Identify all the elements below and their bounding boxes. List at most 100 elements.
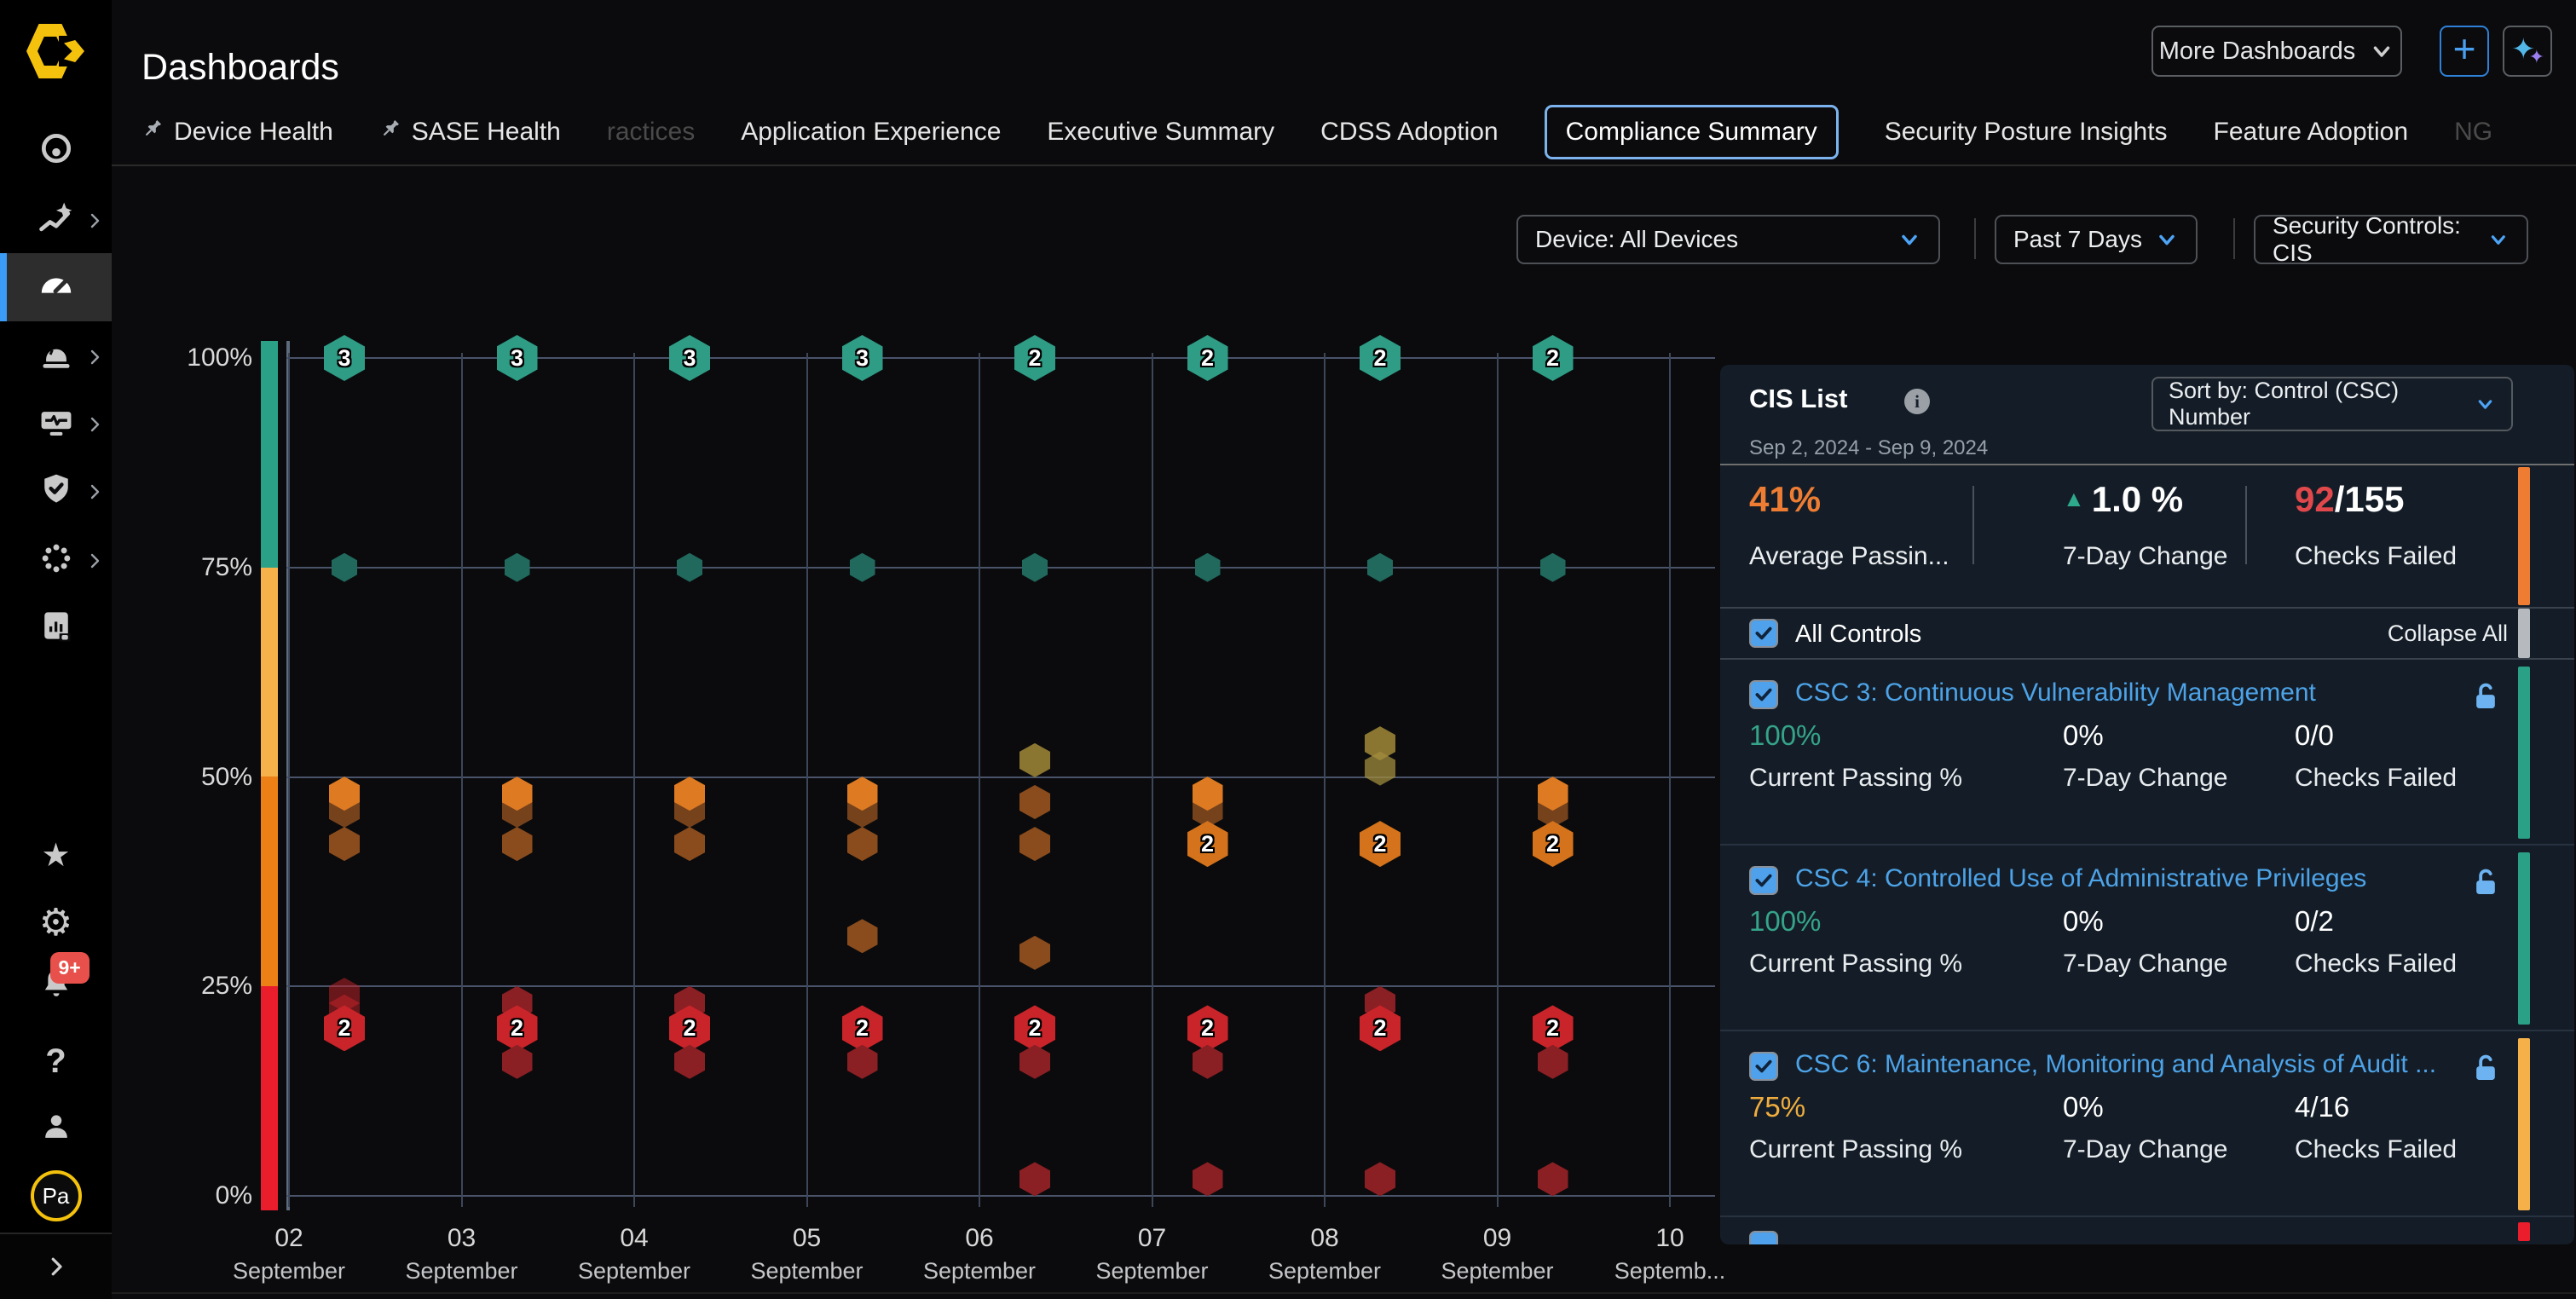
hexagon-datapoint[interactable] bbox=[1194, 552, 1221, 582]
hexagon-datapoint[interactable]: 2 bbox=[1360, 821, 1401, 868]
tab-application-experience[interactable]: Application Experience bbox=[741, 118, 1001, 147]
tab-compliance-summary[interactable]: Compliance Summary bbox=[1544, 105, 1839, 159]
hexagon-datapoint[interactable] bbox=[1192, 1044, 1223, 1079]
hexagon-datapoint[interactable] bbox=[1367, 552, 1393, 582]
hexagon-datapoint[interactable]: 2 bbox=[1014, 1005, 1055, 1052]
hexagon-datapoint[interactable]: 2 bbox=[1360, 335, 1401, 381]
hexagon-datapoint[interactable] bbox=[1537, 777, 1568, 811]
hexagon-datapoint[interactable] bbox=[674, 777, 705, 811]
hexagon-datapoint[interactable] bbox=[1022, 552, 1048, 582]
hexagon-datapoint[interactable]: 2 bbox=[324, 1005, 365, 1052]
sidebar-item-monitor[interactable] bbox=[0, 117, 112, 185]
app-logo-icon[interactable] bbox=[26, 24, 84, 78]
hexagon-datapoint[interactable]: 2 bbox=[1532, 821, 1574, 868]
tab-device-health[interactable]: Device Health bbox=[142, 118, 333, 147]
hexagon-datapoint[interactable] bbox=[1539, 552, 1566, 582]
hexagon-datapoint[interactable] bbox=[674, 827, 705, 862]
info-icon[interactable]: i bbox=[1904, 389, 1930, 414]
tab-ng[interactable]: NG bbox=[2454, 118, 2492, 147]
hexagon-datapoint[interactable] bbox=[846, 827, 878, 862]
hexagon-datapoint[interactable] bbox=[1019, 784, 1050, 819]
hexagon-datapoint[interactable] bbox=[849, 552, 875, 582]
hexagon-datapoint[interactable] bbox=[1365, 1162, 1395, 1197]
hexagon-datapoint[interactable] bbox=[677, 552, 702, 582]
hexagon-datapoint[interactable]: 2 bbox=[841, 1005, 883, 1052]
hexagon-datapoint[interactable]: 2 bbox=[1187, 1005, 1228, 1052]
tab-ractices[interactable]: ractices bbox=[607, 118, 695, 147]
lock-open-icon[interactable] bbox=[2469, 678, 2503, 713]
sidebar-item-incidents[interactable] bbox=[0, 322, 112, 390]
csc-row[interactable]: CSC 3: Continuous Vulnerability Manageme… bbox=[1720, 660, 2574, 846]
hexagon-datapoint[interactable] bbox=[1537, 1044, 1568, 1079]
hexagon-datapoint[interactable] bbox=[846, 919, 878, 954]
hexagon-datapoint[interactable] bbox=[674, 1044, 705, 1079]
tab-feature-adoption[interactable]: Feature Adoption bbox=[2214, 118, 2409, 147]
hexagon-datapoint[interactable]: 3 bbox=[496, 335, 538, 381]
hexagon-datapoint[interactable] bbox=[1537, 1162, 1568, 1197]
sort-by-button[interactable]: Sort by: Control (CSC) Number bbox=[2151, 377, 2513, 431]
hexagon-datapoint[interactable] bbox=[1019, 827, 1050, 862]
filter-device[interactable]: Device: All Devices bbox=[1516, 215, 1940, 264]
hexagon-datapoint[interactable]: 2 bbox=[1532, 335, 1574, 381]
sidebar-avatar[interactable]: Pa bbox=[0, 1162, 112, 1230]
collapse-all-button[interactable]: Collapse All bbox=[2387, 621, 2508, 646]
hexagon-datapoint[interactable] bbox=[332, 552, 357, 582]
more-dashboards-button[interactable]: More Dashboards bbox=[2151, 26, 2402, 77]
hexagon-datapoint[interactable]: 3 bbox=[841, 335, 883, 381]
hexagon-datapoint[interactable] bbox=[1192, 1162, 1223, 1197]
hexagon-datapoint[interactable]: 2 bbox=[1187, 335, 1228, 381]
hexagon-datapoint[interactable] bbox=[846, 777, 878, 811]
sidebar-item-dashboards[interactable] bbox=[0, 253, 112, 321]
hexagon-datapoint[interactable]: 2 bbox=[496, 1005, 538, 1052]
csc-row[interactable]: CSC 6: Maintenance, Monitoring and Analy… bbox=[1720, 1031, 2574, 1217]
add-dashboard-button[interactable]: + bbox=[2440, 26, 2489, 77]
csc-row-title-link[interactable]: CSC 3: Continuous Vulnerability Manageme… bbox=[1795, 678, 2316, 707]
hexagon-datapoint[interactable]: 2 bbox=[1014, 335, 1055, 381]
all-controls-checkbox[interactable] bbox=[1749, 619, 1778, 648]
hexagon-datapoint[interactable] bbox=[1365, 751, 1395, 786]
lock-open-icon[interactable] bbox=[2469, 864, 2503, 898]
hexagon-datapoint[interactable]: 2 bbox=[1360, 1005, 1401, 1052]
hexagon-datapoint[interactable] bbox=[329, 777, 360, 811]
hexagon-datapoint[interactable] bbox=[1019, 1162, 1050, 1197]
sidebar-item-settings[interactable]: ⚙ bbox=[0, 889, 112, 957]
tab-security-posture-insights[interactable]: Security Posture Insights bbox=[1885, 118, 2168, 147]
hexagon-datapoint[interactable] bbox=[329, 827, 360, 862]
csc-row[interactable]: CSC 4: Controlled Use of Administrative … bbox=[1720, 846, 2574, 1031]
sidebar-item-account[interactable] bbox=[0, 1094, 112, 1163]
hexagon-datapoint[interactable]: 3 bbox=[324, 335, 365, 381]
sidebar-item-favorites[interactable]: ★ bbox=[0, 822, 112, 890]
hexagon-datapoint[interactable]: 2 bbox=[1532, 1005, 1574, 1052]
hexagon-datapoint[interactable] bbox=[501, 827, 533, 862]
hexagon-datapoint[interactable] bbox=[1019, 1044, 1050, 1079]
csc-row-checkbox[interactable] bbox=[1749, 1231, 1778, 1244]
hexagon-datapoint[interactable]: 2 bbox=[669, 1005, 710, 1052]
hexagon-datapoint[interactable] bbox=[504, 552, 530, 582]
sidebar-item-operations[interactable] bbox=[0, 526, 112, 594]
ai-assistant-button[interactable]: ✦ ✦ bbox=[2503, 26, 2552, 77]
hexagon-datapoint[interactable] bbox=[501, 1044, 533, 1079]
csc-row-title-link[interactable]: CSC 6: Maintenance, Monitoring and Analy… bbox=[1795, 1050, 2437, 1078]
csc-row-checkbox[interactable] bbox=[1749, 680, 1778, 709]
hexagon-datapoint[interactable] bbox=[846, 1044, 878, 1079]
lock-open-icon[interactable] bbox=[2469, 1050, 2503, 1084]
hexagon-datapoint[interactable] bbox=[501, 777, 533, 811]
tab-cdss-adoption[interactable]: CDSS Adoption bbox=[1320, 118, 1498, 147]
filter-security-controls[interactable]: Security Controls: CIS bbox=[2254, 212, 2528, 266]
sidebar-expand-button[interactable] bbox=[0, 1233, 112, 1299]
sidebar-item-insights[interactable] bbox=[0, 186, 112, 254]
hexagon-datapoint[interactable] bbox=[1019, 742, 1050, 777]
sidebar-item-reports[interactable] bbox=[0, 593, 112, 661]
sidebar-item-notifications[interactable]: 9+ bbox=[0, 951, 112, 1019]
csc-row-checkbox[interactable] bbox=[1749, 866, 1778, 895]
filter-time-range[interactable]: Past 7 Days bbox=[1995, 215, 2198, 264]
sidebar-item-devices[interactable] bbox=[0, 390, 112, 458]
scrollbar-thumb[interactable] bbox=[2518, 609, 2530, 658]
hexagon-datapoint[interactable]: 2 bbox=[1187, 821, 1228, 868]
hexagon-datapoint[interactable] bbox=[1192, 777, 1223, 811]
sidebar-item-help[interactable]: ? bbox=[0, 1027, 112, 1095]
hexagon-datapoint[interactable]: 3 bbox=[669, 335, 710, 381]
csc-row-title-link[interactable]: CSC 4: Controlled Use of Administrative … bbox=[1795, 864, 2367, 892]
sidebar-item-security[interactable] bbox=[0, 457, 112, 525]
tab-sase-health[interactable]: SASE Health bbox=[379, 118, 561, 147]
